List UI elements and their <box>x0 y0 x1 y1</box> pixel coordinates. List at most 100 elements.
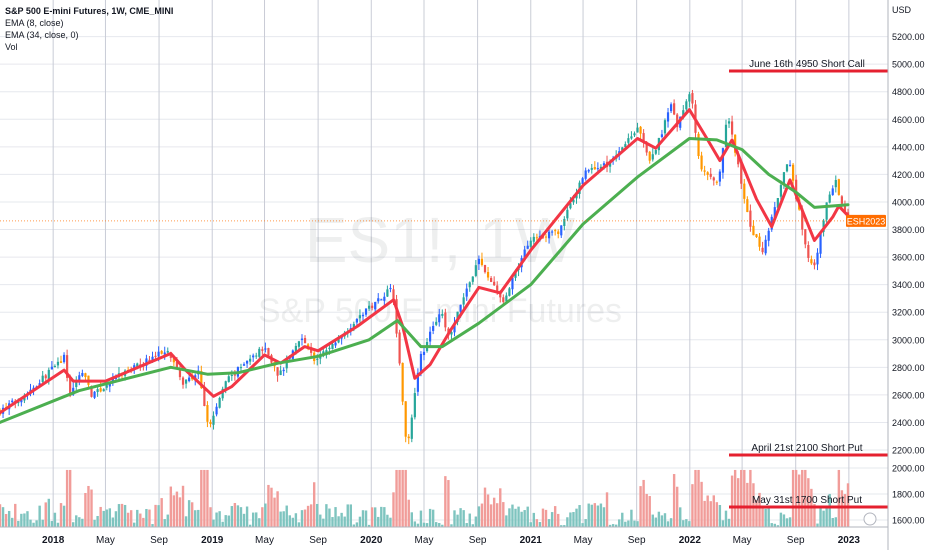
volume-bar <box>114 511 118 527</box>
symbol-badge <box>846 214 886 227</box>
volume-bar <box>428 508 432 527</box>
candle-body <box>380 299 383 301</box>
candle-body <box>740 163 743 184</box>
time-tick-label: 2019 <box>201 535 224 546</box>
volume-bar <box>96 515 99 527</box>
volume-bar <box>157 505 160 527</box>
volume-bar <box>319 514 322 527</box>
volume-bar <box>99 506 102 527</box>
candle-body <box>404 401 407 437</box>
candle-body <box>11 400 14 403</box>
candle-body <box>663 120 667 134</box>
candle-body <box>727 121 731 124</box>
time-tick-label: Sep <box>150 535 168 546</box>
candle-body <box>297 341 301 347</box>
volume-bar <box>724 510 728 527</box>
candle-body <box>535 237 538 239</box>
legend-vol[interactable]: Vol <box>5 42 18 52</box>
candle-body <box>389 287 392 290</box>
volume-bar <box>17 520 20 527</box>
volume-bar <box>242 513 246 527</box>
volume-bar <box>438 523 441 527</box>
volume-bar <box>816 523 819 527</box>
volume-bar <box>285 505 288 527</box>
volume-bar <box>627 520 630 527</box>
volume-tick-label: 1600.00 <box>892 516 925 526</box>
legend-title[interactable]: S&P 500 E-mini Futures, 1W, CME_MINI <box>5 6 174 16</box>
volume-bar <box>520 511 523 527</box>
candle-body <box>572 199 575 203</box>
candle-body <box>480 258 484 265</box>
volume-bar <box>642 479 645 527</box>
candle-body <box>642 133 645 143</box>
volume-bar <box>239 507 243 527</box>
candle-body <box>200 371 203 388</box>
candle-body <box>267 348 270 356</box>
candle-body <box>361 314 365 317</box>
volume-bar <box>276 491 279 527</box>
volume-bar <box>358 516 362 527</box>
volume-bar <box>788 517 792 527</box>
candle-body <box>386 289 389 297</box>
candle-body <box>761 247 764 253</box>
candle-body <box>209 421 212 424</box>
candle-body <box>602 163 606 166</box>
price-tick-label: 2400.00 <box>892 418 925 428</box>
candle-body <box>212 415 215 425</box>
volume-bar <box>233 502 237 527</box>
volume-bar <box>550 512 554 527</box>
volume-bar <box>178 497 182 527</box>
volume-bar <box>718 505 722 527</box>
candle-body <box>282 369 285 372</box>
volume-bar <box>29 519 32 527</box>
volume-bar <box>730 475 734 527</box>
level-label: June 16th 4950 Short Call <box>749 59 865 70</box>
candle-body <box>551 231 554 233</box>
candle-body <box>712 177 715 181</box>
volume-bar <box>129 510 133 527</box>
volume-bar <box>547 519 551 527</box>
volume-bar <box>633 520 636 527</box>
candle-body <box>523 249 526 259</box>
candle-body <box>84 373 87 378</box>
volume-bar <box>380 506 383 527</box>
price-tick-label: 2200.00 <box>892 446 925 456</box>
volume-bar <box>181 485 185 527</box>
volume-bar <box>258 518 261 527</box>
volume-bar <box>312 482 316 527</box>
candle-body <box>59 361 63 363</box>
volume-bar <box>416 523 420 527</box>
legend-ema-fast[interactable]: EMA (8, close) <box>5 18 64 28</box>
volume-bar <box>535 519 539 527</box>
volume-bar <box>102 510 105 527</box>
candle-body <box>456 311 459 322</box>
volume-bar <box>837 469 841 527</box>
volume-bar <box>447 480 450 527</box>
volume-bar <box>459 508 462 527</box>
candle-body <box>843 203 847 212</box>
volume-bar <box>767 508 770 527</box>
candle-body <box>300 338 304 341</box>
legend-ema-slow[interactable]: EMA (34, close, 0) <box>5 30 79 40</box>
volume-bar <box>139 513 142 527</box>
volume-bar <box>654 517 658 527</box>
volume-bar <box>0 504 2 527</box>
candle-body <box>148 359 151 362</box>
volume-bar <box>38 505 41 527</box>
volume-bar <box>605 492 609 527</box>
volume-bar <box>569 512 572 527</box>
volume-bar <box>703 500 706 527</box>
candle-body <box>804 229 807 245</box>
volume-bar <box>825 506 828 527</box>
candle-body <box>584 170 587 179</box>
volume-bar <box>163 519 166 527</box>
volume-bar <box>62 505 66 527</box>
volume-bar <box>721 520 725 527</box>
volume-bar <box>560 525 563 527</box>
candle-body <box>801 208 804 230</box>
volume-bar <box>740 469 743 527</box>
candle-body <box>453 322 456 333</box>
volume-bar <box>712 495 715 527</box>
